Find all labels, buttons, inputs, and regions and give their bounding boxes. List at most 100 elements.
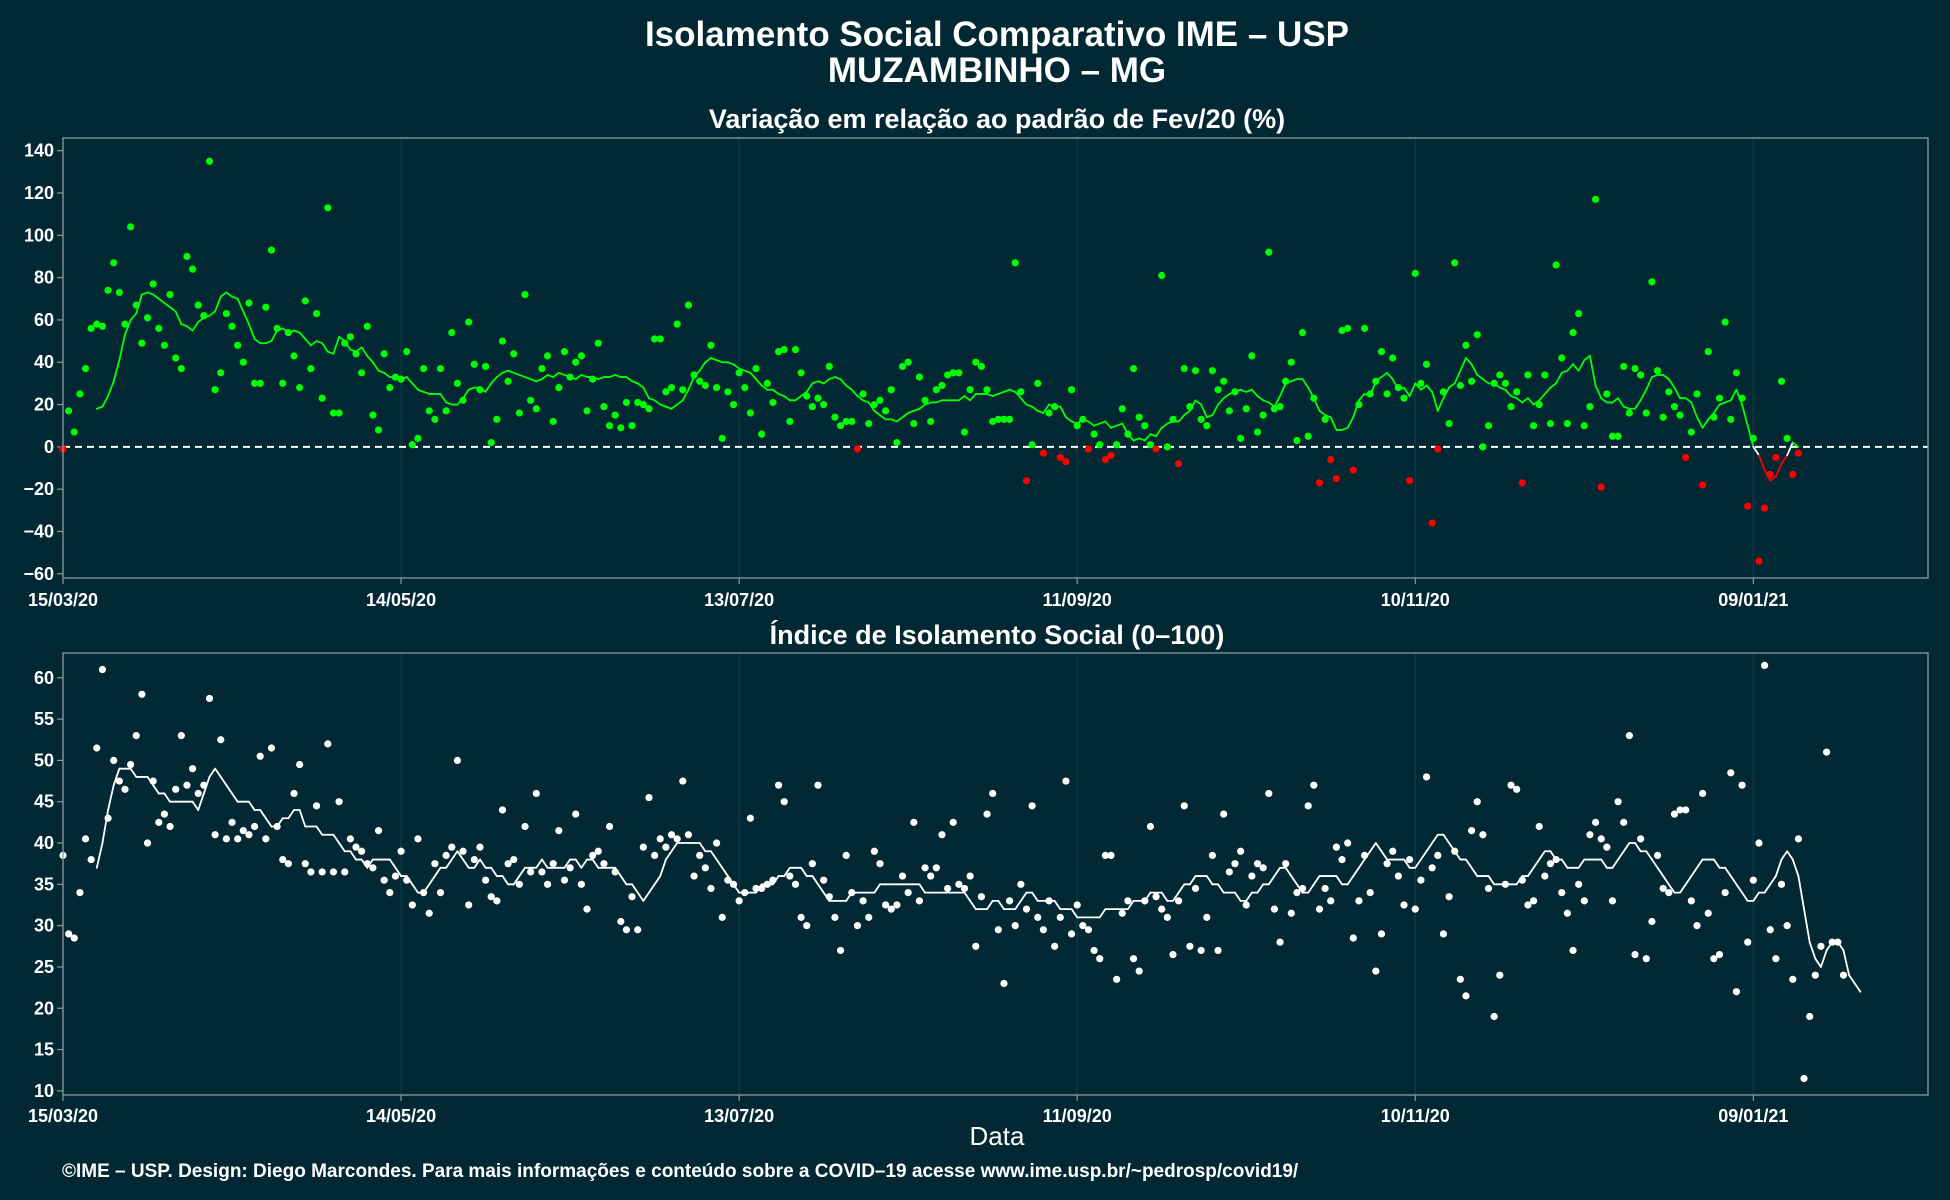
- daily-point: [645, 405, 653, 413]
- moving-average-segment: [1031, 891, 1039, 902]
- daily-point: [436, 364, 445, 373]
- daily-point: [1383, 860, 1391, 868]
- moving-average-segment: [580, 858, 588, 869]
- daily-point: [1152, 893, 1160, 901]
- moving-average-segment: [1222, 393, 1231, 400]
- daily-point: [701, 864, 709, 872]
- daily-point: [149, 777, 157, 785]
- daily-point: [408, 441, 416, 449]
- moving-average-segment: [191, 321, 200, 332]
- daily-point: [617, 917, 625, 926]
- moving-average-segment: [659, 403, 667, 408]
- moving-average-segment: [1769, 875, 1777, 886]
- daily-point: [634, 926, 642, 934]
- daily-point: [420, 888, 428, 897]
- daily-point: [324, 740, 332, 748]
- daily-point: [442, 407, 450, 415]
- daily-point: [1524, 371, 1532, 379]
- daily-point: [724, 876, 732, 884]
- moving-average-segment: [439, 393, 448, 404]
- daily-point: [307, 364, 315, 373]
- moving-average-segment: [163, 792, 171, 803]
- daily-point: [273, 822, 281, 831]
- moving-average-segment: [743, 369, 752, 374]
- daily-point: [414, 835, 422, 843]
- daily-point: [1180, 364, 1188, 373]
- moving-average-segment: [1279, 382, 1287, 397]
- daily-point: [1631, 950, 1639, 959]
- daily-point: [1575, 309, 1583, 318]
- daily-point: [1439, 388, 1448, 396]
- moving-average-segment: [631, 883, 639, 894]
- daily-point: [284, 860, 292, 868]
- daily-point: [431, 860, 439, 868]
- daily-point: [1501, 880, 1510, 888]
- moving-average-segment: [428, 875, 436, 886]
- moving-average-segment: [326, 350, 335, 355]
- daily-point: [1535, 400, 1543, 409]
- daily-point: [791, 345, 800, 354]
- daily-point: [1603, 390, 1611, 398]
- daily-point: [194, 789, 202, 798]
- daily-point: [493, 415, 501, 423]
- moving-average-segment: [1651, 374, 1659, 378]
- moving-average-segment: [490, 376, 498, 385]
- daily-point: [955, 369, 963, 377]
- moving-average-segment: [310, 340, 318, 347]
- moving-average-segment: [405, 376, 414, 385]
- moving-average-segment: [1217, 397, 1225, 406]
- daily-point: [70, 428, 78, 436]
- moving-average-segment: [495, 371, 504, 378]
- daily-point: [1789, 470, 1797, 478]
- daily-point: [448, 843, 456, 851]
- moving-average-segment: [1290, 378, 1298, 383]
- daily-point: [1298, 329, 1307, 337]
- x-axis-label: Data: [970, 1121, 1025, 1151]
- moving-average-segment: [1808, 941, 1817, 960]
- moving-average-segment: [738, 367, 746, 372]
- daily-point: [820, 876, 828, 884]
- moving-average-segment: [1476, 374, 1484, 381]
- daily-point: [605, 822, 614, 831]
- daily-point: [780, 798, 788, 806]
- moving-average-segment: [1645, 850, 1653, 861]
- daily-point: [459, 847, 467, 855]
- daily-point: [921, 396, 929, 404]
- moving-average-segment: [1622, 842, 1631, 853]
- moving-average-segment: [264, 817, 273, 828]
- daily-point: [820, 400, 828, 409]
- moving-average-segment: [777, 393, 786, 397]
- daily-point: [572, 810, 580, 818]
- moving-average-segment: [422, 390, 431, 395]
- daily-point: [1394, 384, 1402, 392]
- daily-point: [1496, 971, 1504, 979]
- moving-average-segment: [1594, 384, 1603, 400]
- daily-point: [1327, 455, 1335, 464]
- daily-point: [1462, 341, 1470, 349]
- moving-average-segment: [270, 329, 279, 342]
- daily-point: [1000, 979, 1008, 988]
- moving-average-segment: [259, 809, 267, 820]
- moving-average-segment: [1093, 422, 1101, 427]
- moving-average-segment: [541, 374, 549, 381]
- x-tick-label: 15/03/20: [28, 1106, 98, 1126]
- daily-point: [177, 732, 185, 740]
- daily-point: [594, 339, 602, 347]
- moving-average-segment: [1431, 390, 1439, 412]
- daily-point: [245, 831, 253, 839]
- moving-average-segment: [608, 374, 617, 378]
- daily-point: [138, 339, 146, 347]
- daily-point: [983, 386, 991, 394]
- daily-point: [1022, 905, 1031, 913]
- daily-point: [200, 781, 208, 789]
- moving-average-segment: [541, 858, 549, 869]
- y-tick-label: 30: [34, 916, 54, 936]
- moving-average-segment: [293, 329, 301, 334]
- daily-point: [1682, 453, 1690, 462]
- daily-point: [1197, 415, 1205, 423]
- daily-point: [1586, 403, 1594, 411]
- daily-point: [363, 322, 371, 330]
- moving-average-segment: [152, 293, 160, 300]
- moving-average-segment: [473, 858, 481, 869]
- moving-average-segment: [1521, 397, 1529, 404]
